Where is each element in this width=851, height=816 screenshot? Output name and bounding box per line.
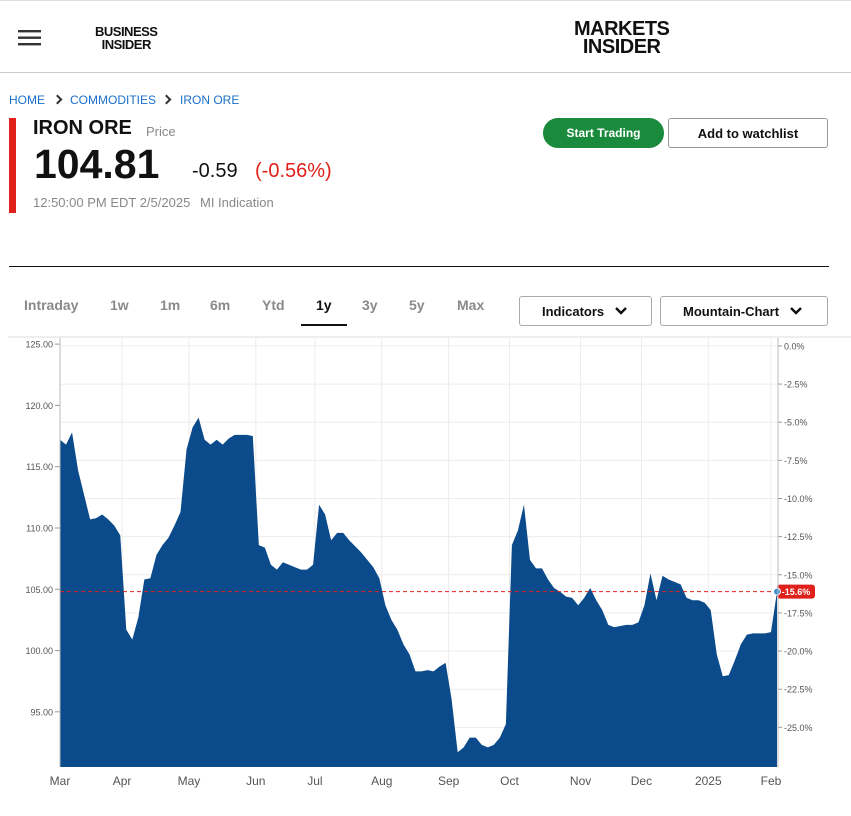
x-tick-label: Feb [761, 774, 782, 788]
breadcrumb-chevron [52, 94, 63, 105]
y-tick-label: 125.00 [25, 340, 53, 350]
price: 104.81 [34, 141, 160, 187]
y-tick-label: 95.00 [30, 707, 53, 717]
timestamp: 12:50:00 PM EDT 2/5/2025 [33, 195, 191, 210]
chart-type-button[interactable]: Mountain-Chart [660, 296, 828, 326]
y2-tick-label: -12.5% [784, 532, 813, 542]
y2-tick-label: -25.0% [784, 723, 813, 733]
divider [9, 266, 829, 267]
range-tab[interactable]: 1m [160, 297, 181, 313]
y2-tick-label: -2.5% [784, 380, 808, 390]
x-tick-label: Dec [631, 774, 652, 788]
breadcrumb-chevron [161, 94, 172, 105]
y-tick-label: 115.00 [26, 462, 53, 472]
indicators-button[interactable]: Indicators [519, 296, 652, 326]
y2-tick-label: -17.5% [784, 608, 813, 618]
watchlist-button[interactable]: Add to watchlist [668, 118, 828, 148]
range-tab[interactable]: 1y [316, 297, 332, 313]
chevron-icon [615, 307, 627, 315]
x-tick-label: Sep [438, 774, 460, 788]
range-tab[interactable]: Ytd [262, 297, 285, 313]
range-tab[interactable]: Max [457, 297, 485, 313]
x-tick-label: 2025 [695, 774, 722, 788]
y2-tick-label: 0.0% [784, 341, 805, 351]
x-tick-label: Aug [371, 774, 392, 788]
button-label: Mountain-Chart [683, 303, 780, 319]
x-tick-label: Mar [50, 774, 71, 788]
y2-tick-label: -5.0% [784, 418, 808, 428]
logo-line: INSIDER [101, 37, 152, 52]
y2-tick-label: -10.0% [784, 494, 813, 504]
active-tab-underline [301, 324, 347, 326]
y-tick-label: 105.00 [25, 585, 53, 595]
x-tick-label: Jun [246, 774, 265, 788]
y2-tick-label: -7.5% [784, 456, 808, 466]
y-tick-label: 110.00 [26, 523, 53, 533]
last-price-dot [773, 587, 781, 596]
price-label: Price [146, 124, 176, 139]
y-tick-label: 100.00 [25, 646, 53, 656]
button-label: Indicators [542, 303, 605, 319]
business-insider-logo[interactable]: BUSINESS INSIDER [95, 24, 158, 52]
y2-tick-label: -20.0% [784, 647, 813, 657]
logo-line: BUSINESS [95, 24, 158, 39]
y2-tick-label: -15.0% [784, 570, 813, 580]
x-tick-label: Nov [570, 774, 591, 788]
y-tick-label: 120.00 [25, 401, 53, 411]
accent-bar [9, 118, 16, 213]
source: MI Indication [200, 195, 274, 210]
range-tab[interactable]: 1w [110, 297, 129, 313]
menu-icon[interactable] [18, 29, 42, 47]
breadcrumb-link[interactable]: HOME [9, 93, 45, 107]
markets-insider-logo[interactable]: MARKETS INSIDER [574, 18, 670, 58]
last-price-badge-label: -15.6% [782, 587, 811, 597]
price-change-percent: (-0.56%) [255, 160, 332, 182]
header: BUSINESS INSIDER MARKETS INSIDER [0, 0, 851, 73]
range-tab[interactable]: Intraday [24, 297, 79, 313]
breadcrumb-link[interactable]: IRON ORE [180, 93, 240, 107]
range-tab[interactable]: 5y [409, 297, 425, 313]
logo-line: INSIDER [582, 36, 661, 58]
range-tab[interactable]: 6m [210, 297, 231, 313]
x-tick-label: Oct [500, 774, 519, 788]
x-tick-label: Jul [307, 774, 322, 788]
start-trading-button[interactable]: Start Trading [543, 118, 664, 148]
chart: Mar Apr May Jun Jul Aug Sep Oct Nov Dec 2025 Feb 0.0… [8, 336, 851, 788]
price-area [60, 417, 777, 767]
logo-line: MARKETS [574, 18, 670, 40]
range-tab[interactable]: 3y [362, 297, 378, 313]
x-tick-label: Apr [113, 774, 132, 788]
x-tick-label: May [178, 774, 201, 788]
chevron-icon [790, 307, 802, 315]
breadcrumb-link[interactable]: COMMODITIES [70, 93, 156, 107]
instrument-name: IRON ORE [33, 117, 132, 139]
y2-tick-label: -22.5% [784, 685, 813, 695]
last-price-badge [777, 584, 815, 599]
price-change: -0.59 [192, 160, 238, 182]
